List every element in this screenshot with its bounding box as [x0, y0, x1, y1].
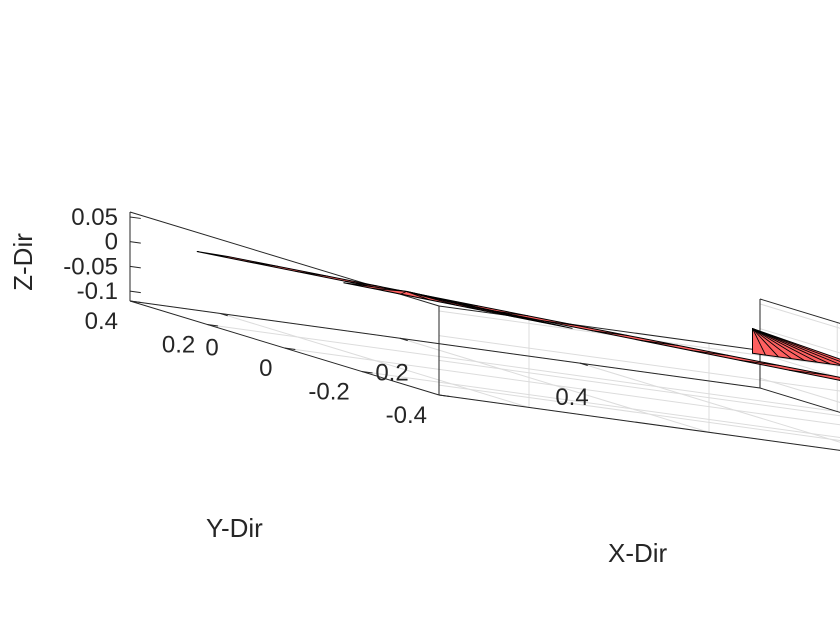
surface-2-panel-line: [406, 290, 544, 324]
x-axis-label: X-Dir: [608, 538, 668, 568]
surface-1-panel-line: [591, 330, 629, 337]
surfaces: [196, 251, 840, 381]
surface-1-panel-line: [344, 280, 379, 287]
axes-box-edge: [438, 394, 840, 451]
y-tick-label: 0: [259, 355, 272, 382]
y-tick-mark: [129, 300, 141, 303]
surface-1-panel-line: [739, 359, 779, 366]
z-tick-mark: [129, 290, 141, 294]
surface-3-panel-line: [752, 328, 831, 365]
surface-1-panel-line: [542, 320, 579, 327]
grid-line-y-floor: [207, 324, 838, 412]
grid-line-z-back: [438, 384, 840, 441]
y-tick-mark: [207, 324, 219, 327]
surface-3-panel-line: [752, 328, 840, 362]
y-tick-label: 0.4: [85, 308, 118, 335]
surface-1-panel-line: [788, 369, 829, 376]
axes-box: [129, 211, 840, 451]
surface-2-panel-line: [372, 287, 407, 292]
grid-line-z-side: [759, 352, 840, 379]
grid-line-y-floor: [361, 371, 840, 439]
y-tick-label: -0.4: [386, 402, 427, 429]
grid-line-y-floor: [284, 347, 840, 426]
axes-box-edge: [759, 298, 840, 324]
z-axis-label: Z-Dir: [8, 233, 38, 291]
z-tick-label: -0.05: [63, 253, 118, 280]
surface-3-panel-line: [752, 328, 779, 358]
surface-3-panel-line: [752, 328, 792, 360]
y-tick-mark: [361, 371, 373, 374]
surface-1-panel-line: [295, 270, 328, 277]
z-tick-label: -0.1: [77, 278, 118, 305]
y-tick-label: -0.2: [308, 379, 349, 406]
surface-3-panel-line: [752, 328, 840, 365]
x-tick-label: 0: [205, 334, 218, 361]
surface-3-panel-line: [752, 328, 818, 363]
grid-line-z-side: [759, 377, 840, 403]
grid-line-z-back: [438, 359, 840, 417]
grid-line-z-side: [759, 303, 840, 329]
x-tick-mark: [219, 312, 228, 317]
grid-line-z-side: [759, 328, 840, 354]
grid-line-z-back: [438, 335, 840, 392]
z-tick-mark: [129, 241, 141, 244]
surface-2-panel-line: [400, 290, 407, 295]
z-tick-label: 0.05: [71, 204, 118, 231]
z-tick-label: 0: [105, 229, 118, 256]
surface-3-panel-line: [752, 328, 805, 361]
x-tick-mark: [579, 362, 588, 366]
grid-line-y-floor: [438, 394, 840, 451]
surface-1-panel-line: [640, 340, 679, 346]
axes-box-edge: [129, 300, 761, 389]
x-tick-label: 0.4: [555, 384, 588, 411]
x-tick-mark: [399, 337, 408, 342]
surface-1-panel-line: [690, 349, 729, 356]
y-tick-mark: [284, 347, 296, 350]
axes-box-edge: [759, 387, 840, 413]
axis-labels: X-Dir Y-Dir Z-Dir: [8, 233, 668, 568]
surface-3-panel-line: [752, 328, 766, 356]
x-tick-label: 0.2: [375, 359, 408, 386]
z-tick-mark: [129, 265, 141, 269]
y-tick-label: 0.2: [162, 332, 195, 359]
surface-1-panel-line: [246, 260, 278, 267]
grid-line-z-back: [438, 310, 840, 367]
z-tick-mark: [129, 216, 141, 219]
y-tick-mark: [438, 394, 450, 397]
y-axis-label: Y-Dir: [206, 513, 263, 543]
grid-lines: [129, 299, 840, 451]
